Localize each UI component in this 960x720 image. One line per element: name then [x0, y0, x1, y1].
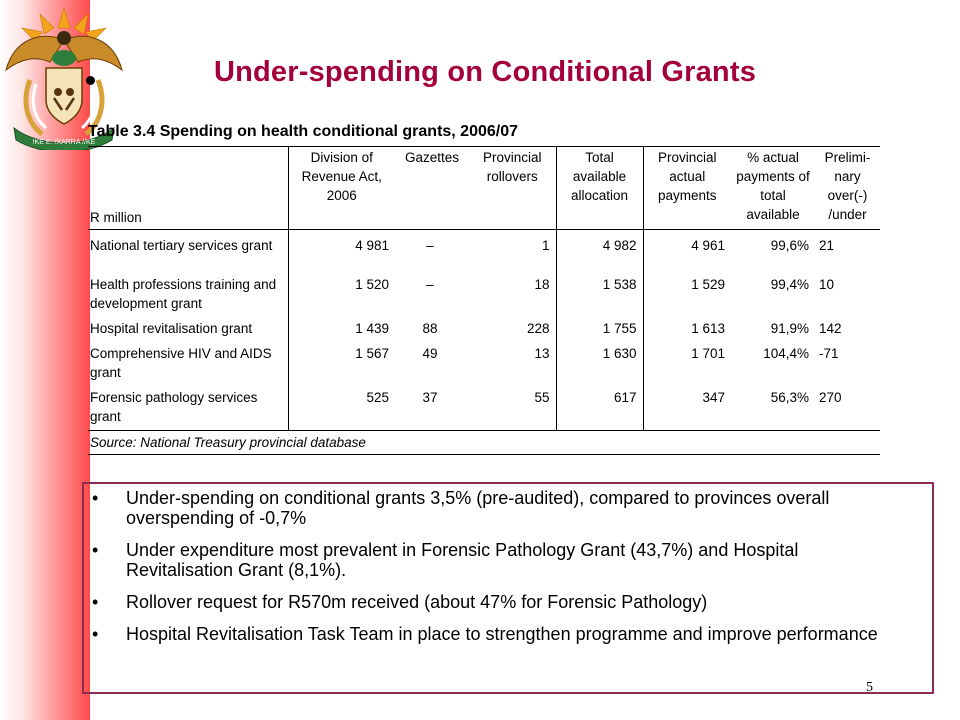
- cell-gazettes: 88: [422, 320, 438, 336]
- emblem-motto-text: !KE E: /XARRA //KE: [33, 139, 96, 146]
- bullet-item: Under expenditure most prevalent in Fore…: [92, 540, 902, 580]
- column-header: Total available allocation: [556, 146, 644, 230]
- table-caption: Table 3.4 Spending on health conditional…: [88, 123, 519, 140]
- cell-rollovers: 18: [469, 273, 557, 318]
- cell-total: 1 755: [556, 317, 644, 343]
- row-label: Comprehensive HIV and AIDS grant: [88, 342, 289, 387]
- coat-of-arms-logo: !KE E: /XARRA //KE: [5, 6, 123, 150]
- cell-dora: 1 520: [355, 276, 389, 292]
- cell-under: -71: [819, 345, 839, 361]
- cell-dora: 1 439: [355, 320, 389, 336]
- cell-actual: 1 701: [691, 345, 725, 361]
- cell-pct: 99,6%: [770, 238, 809, 253]
- title-bullet-dot: [86, 76, 95, 85]
- cell-actual: 347: [643, 386, 731, 431]
- cell-rollovers: 55: [469, 386, 557, 431]
- bullet-item: Under-spending on conditional grants 3,5…: [92, 488, 902, 528]
- table-row: Forensic pathology services grant 525 37…: [88, 386, 880, 431]
- bullet-item: Hospital Revitalisation Task Team in pla…: [92, 624, 902, 644]
- row-label: Forensic pathology services grant: [88, 386, 289, 431]
- cell-gazettes: 49: [422, 345, 438, 361]
- table-row: National tertiary services grant 4 981 –…: [88, 229, 880, 274]
- column-header: Provincial rollovers: [469, 146, 557, 230]
- cell-pct: 104,4%: [763, 345, 809, 361]
- cell-gazettes: –: [426, 238, 434, 253]
- cell-rollovers: 1: [469, 229, 557, 274]
- cell-pct: 56,3%: [731, 386, 815, 431]
- column-header: Gazettes: [395, 146, 469, 230]
- bullet-item: Rollover request for R570m received (abo…: [92, 592, 902, 612]
- cell-under: 270: [815, 386, 880, 431]
- cell-rollovers: 228: [469, 317, 557, 343]
- cell-dora: 1 567: [355, 345, 389, 361]
- cell-gazettes: –: [426, 276, 434, 292]
- table-footer-row: Source: National Treasury provincial dat…: [88, 430, 880, 455]
- table-row: Comprehensive HIV and AIDS grant 1 567 4…: [88, 342, 880, 387]
- grants-table: R million Division of Revenue Act, 2006 …: [88, 146, 880, 455]
- cell-under: 21: [819, 238, 835, 253]
- cell-total: 1 538: [556, 273, 644, 318]
- column-header: Prelimi-nary over(-) /under: [815, 146, 880, 230]
- row-label: National tertiary services grant: [88, 229, 289, 274]
- side-gradient-band: [0, 0, 90, 720]
- cell-pct: 99,4%: [770, 276, 809, 292]
- table-row: Hospital revitalisation grant 1 439 88 2…: [88, 317, 880, 343]
- cell-rollovers: 13: [469, 342, 557, 387]
- table-row: Health professions training and developm…: [88, 273, 880, 318]
- cell-under: 142: [819, 320, 842, 336]
- cell-under: 10: [819, 276, 835, 292]
- page-number: 5: [866, 680, 873, 695]
- row-label: Hospital revitalisation grant: [88, 317, 289, 343]
- unit-label: R million: [88, 146, 289, 230]
- cell-actual: 1 529: [691, 276, 725, 292]
- cell-dora: 525: [288, 386, 395, 431]
- bullet-list: Under-spending on conditional grants 3,5…: [92, 488, 902, 656]
- cell-pct: 91,9%: [770, 320, 809, 336]
- column-header: Provincial actual payments: [643, 146, 731, 230]
- row-label: Health professions training and developm…: [88, 273, 289, 318]
- cell-total: 1 630: [556, 342, 644, 387]
- cell-total: 4 982: [556, 229, 644, 274]
- slide-title: Under-spending on Conditional Grants: [213, 56, 757, 88]
- cell-dora: 4 981: [355, 238, 389, 253]
- cell-gazettes: 37: [395, 386, 469, 431]
- table-header-row: R million Division of Revenue Act, 2006 …: [88, 146, 880, 230]
- table-source-note: Source: National Treasury provincial dat…: [88, 430, 880, 455]
- cell-actual: 1 613: [691, 320, 725, 336]
- cell-actual: 4 961: [691, 238, 725, 253]
- column-header: % actual payments of total available: [731, 146, 815, 230]
- cell-total: 617: [556, 386, 644, 431]
- column-header: Division of Revenue Act, 2006: [288, 146, 395, 230]
- bullet-points-box: [82, 482, 934, 694]
